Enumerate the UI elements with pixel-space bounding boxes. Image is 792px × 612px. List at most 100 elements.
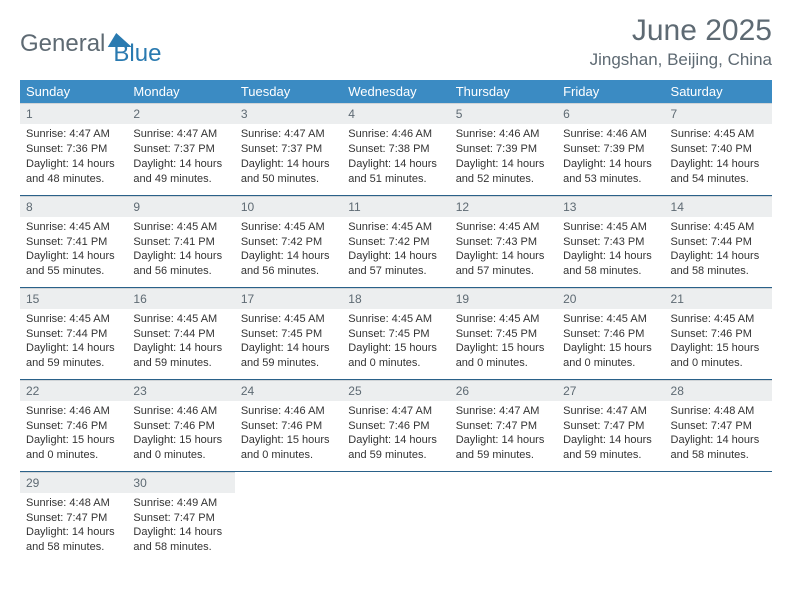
daylight-text: Daylight: 14 hours and 53 minutes.	[563, 157, 658, 187]
sunrise-text: Sunrise: 4:47 AM	[26, 127, 121, 142]
sunrise-text: Sunrise: 4:46 AM	[133, 404, 228, 419]
sunrise-text: Sunrise: 4:46 AM	[563, 127, 658, 142]
sunset-text: Sunset: 7:44 PM	[26, 327, 121, 342]
sunrise-text: Sunrise: 4:45 AM	[456, 220, 551, 235]
calendar-week-row: 29Sunrise: 4:48 AMSunset: 7:47 PMDayligh…	[20, 471, 772, 563]
sunrise-text: Sunrise: 4:45 AM	[563, 220, 658, 235]
logo-triangle-icon	[108, 33, 134, 47]
sunset-text: Sunset: 7:47 PM	[671, 419, 766, 434]
calendar-day-cell: 11Sunrise: 4:45 AMSunset: 7:42 PMDayligh…	[342, 195, 449, 287]
calendar-day-cell: 18Sunrise: 4:45 AMSunset: 7:45 PMDayligh…	[342, 287, 449, 379]
day-content: Sunrise: 4:46 AMSunset: 7:38 PMDaylight:…	[342, 124, 449, 192]
sunrise-text: Sunrise: 4:47 AM	[241, 127, 336, 142]
sunset-text: Sunset: 7:44 PM	[133, 327, 228, 342]
day-content: Sunrise: 4:45 AMSunset: 7:44 PMDaylight:…	[127, 309, 234, 377]
daylight-text: Daylight: 14 hours and 58 minutes.	[26, 525, 121, 555]
logo-text-part1: General	[20, 30, 105, 58]
sunrise-text: Sunrise: 4:45 AM	[241, 220, 336, 235]
calendar-empty-cell: ..	[235, 471, 342, 563]
day-number: 8	[20, 196, 127, 217]
day-number: 15	[20, 288, 127, 309]
day-number: 5	[450, 103, 557, 124]
day-content: Sunrise: 4:46 AMSunset: 7:46 PMDaylight:…	[235, 401, 342, 469]
sunset-text: Sunset: 7:47 PM	[456, 419, 551, 434]
header: General Blue June 2025 Jingshan, Beijing…	[20, 14, 772, 70]
calendar-day-cell: 7Sunrise: 4:45 AMSunset: 7:40 PMDaylight…	[665, 103, 772, 195]
day-content: Sunrise: 4:45 AMSunset: 7:41 PMDaylight:…	[20, 217, 127, 285]
calendar-day-cell: 12Sunrise: 4:45 AMSunset: 7:43 PMDayligh…	[450, 195, 557, 287]
day-number: 7	[665, 103, 772, 124]
calendar-day-cell: 4Sunrise: 4:46 AMSunset: 7:38 PMDaylight…	[342, 103, 449, 195]
sunrise-text: Sunrise: 4:45 AM	[456, 312, 551, 327]
day-content: Sunrise: 4:48 AMSunset: 7:47 PMDaylight:…	[665, 401, 772, 469]
day-content: Sunrise: 4:45 AMSunset: 7:45 PMDaylight:…	[450, 309, 557, 377]
day-number: 18	[342, 288, 449, 309]
calendar-day-cell: 2Sunrise: 4:47 AMSunset: 7:37 PMDaylight…	[127, 103, 234, 195]
calendar-day-cell: 21Sunrise: 4:45 AMSunset: 7:46 PMDayligh…	[665, 287, 772, 379]
calendar-day-cell: 16Sunrise: 4:45 AMSunset: 7:44 PMDayligh…	[127, 287, 234, 379]
sunrise-text: Sunrise: 4:45 AM	[133, 220, 228, 235]
calendar-day-cell: 13 Sunrise: 4:45 AMSunset: 7:43 PMDayligh…	[557, 195, 664, 287]
daylight-text: Daylight: 14 hours and 58 minutes.	[671, 249, 766, 279]
day-number: 24	[235, 380, 342, 401]
title-block: June 2025 Jingshan, Beijing, China	[590, 14, 772, 70]
day-header: Thursday	[450, 80, 557, 103]
calendar-week-row: 8Sunrise: 4:45 AMSunset: 7:41 PMDaylight…	[20, 195, 772, 287]
day-number: 4	[342, 103, 449, 124]
day-content: Sunrise: 4:46 AMSunset: 7:46 PMDaylight:…	[20, 401, 127, 469]
day-header: Saturday	[665, 80, 772, 103]
sunset-text: Sunset: 7:46 PM	[671, 327, 766, 342]
sunset-text: Sunset: 7:37 PM	[241, 142, 336, 157]
day-number: 6	[557, 103, 664, 124]
sunset-text: Sunset: 7:46 PM	[133, 419, 228, 434]
daylight-text: Daylight: 14 hours and 57 minutes.	[456, 249, 551, 279]
sunset-text: Sunset: 7:39 PM	[456, 142, 551, 157]
daylight-text: Daylight: 14 hours and 59 minutes.	[563, 433, 658, 463]
sunrise-text: Sunrise: 4:45 AM	[26, 312, 121, 327]
day-header: Sunday	[20, 80, 127, 103]
sunset-text: Sunset: 7:38 PM	[348, 142, 443, 157]
sunrise-text: Sunrise: 4:47 AM	[133, 127, 228, 142]
daylight-text: Daylight: 14 hours and 58 minutes.	[133, 525, 228, 555]
day-number: 13	[557, 196, 664, 217]
calendar-day-cell: 15Sunrise: 4:45 AMSunset: 7:44 PMDayligh…	[20, 287, 127, 379]
sunset-text: Sunset: 7:47 PM	[26, 511, 121, 526]
calendar-day-cell: 9Sunrise: 4:45 AMSunset: 7:41 PMDaylight…	[127, 195, 234, 287]
calendar-day-cell: 5Sunrise: 4:46 AMSunset: 7:39 PMDaylight…	[450, 103, 557, 195]
day-content: Sunrise: 4:47 AMSunset: 7:37 PMDaylight:…	[127, 124, 234, 192]
daylight-text: Daylight: 14 hours and 58 minutes.	[563, 249, 658, 279]
day-number: 14	[665, 196, 772, 217]
daylight-text: Daylight: 14 hours and 58 minutes.	[671, 433, 766, 463]
daylight-text: Daylight: 14 hours and 48 minutes.	[26, 157, 121, 187]
day-content: Sunrise: 4:47 AMSunset: 7:47 PMDaylight:…	[450, 401, 557, 469]
daylight-text: Daylight: 14 hours and 59 minutes.	[26, 341, 121, 371]
sunrise-text: Sunrise: 4:45 AM	[348, 312, 443, 327]
day-number: 17	[235, 288, 342, 309]
day-header: Monday	[127, 80, 234, 103]
sunset-text: Sunset: 7:46 PM	[348, 419, 443, 434]
daylight-text: Daylight: 15 hours and 0 minutes.	[26, 433, 121, 463]
calendar-day-cell: 30Sunrise: 4:49 AMSunset: 7:47 PMDayligh…	[127, 471, 234, 563]
daylight-text: Daylight: 14 hours and 59 minutes.	[348, 433, 443, 463]
day-content: Sunrise: 4:45 AMSunset: 7:44 PMDaylight:…	[20, 309, 127, 377]
sunrise-text: Sunrise: 4:49 AM	[133, 496, 228, 511]
day-number: 22	[20, 380, 127, 401]
location-subtitle: Jingshan, Beijing, China	[590, 50, 772, 70]
daylight-text: Daylight: 15 hours and 0 minutes.	[671, 341, 766, 371]
sunset-text: Sunset: 7:43 PM	[563, 235, 658, 250]
day-content: Sunrise: 4:49 AMSunset: 7:47 PMDaylight:…	[127, 493, 234, 561]
day-header: Tuesday	[235, 80, 342, 103]
calendar-day-cell: 25Sunrise: 4:47 AMSunset: 7:46 PMDayligh…	[342, 379, 449, 471]
sunrise-text: Sunrise: 4:45 AM	[671, 127, 766, 142]
day-content: Sunrise: 4:45 AMSunset: 7:42 PMDaylight:…	[342, 217, 449, 285]
daylight-text: Daylight: 14 hours and 51 minutes.	[348, 157, 443, 187]
page-title: June 2025	[590, 14, 772, 48]
sunrise-text: Sunrise: 4:47 AM	[348, 404, 443, 419]
day-content: Sunrise: 4:48 AMSunset: 7:47 PMDaylight:…	[20, 493, 127, 561]
calendar-day-cell: 23Sunrise: 4:46 AMSunset: 7:46 PMDayligh…	[127, 379, 234, 471]
sunrise-text: Sunrise: 4:46 AM	[241, 404, 336, 419]
calendar-day-cell: 20Sunrise: 4:45 AMSunset: 7:46 PMDayligh…	[557, 287, 664, 379]
daylight-text: Daylight: 14 hours and 52 minutes.	[456, 157, 551, 187]
day-number: 12	[450, 196, 557, 217]
calendar-day-cell: 3Sunrise: 4:47 AMSunset: 7:37 PMDaylight…	[235, 103, 342, 195]
